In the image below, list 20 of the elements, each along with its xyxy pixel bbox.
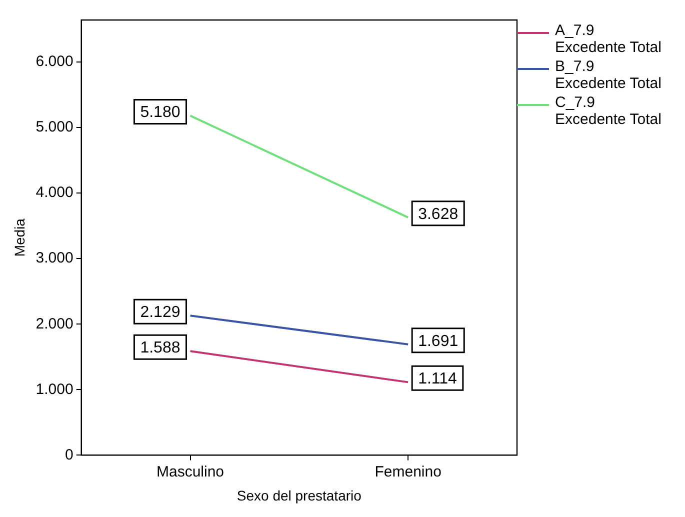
y-tick-label: 4.000 [36, 184, 74, 202]
legend-label: C_7.9 Excedente Total [555, 94, 662, 128]
data-label: 3.628 [418, 206, 458, 223]
y-tick-label: 0 [64, 446, 74, 464]
data-label: 2.129 [140, 304, 180, 322]
y-axis-title: Media [11, 218, 28, 257]
x-tick-label: Masculino [156, 463, 224, 480]
y-tick-label: 3.000 [36, 250, 74, 267]
data-label: 1.114 [418, 370, 458, 388]
x-axis-title: Sexo del prestatario [236, 487, 362, 504]
y-tick-label: 2.000 [36, 315, 74, 332]
data-label: 1.588 [140, 340, 180, 357]
data-label: 5.180 [140, 104, 180, 122]
legend-label: B_7.9 Excedente Total [555, 58, 662, 92]
data-label: 1.691 [418, 332, 458, 350]
y-tick-label: 5.000 [36, 118, 74, 136]
x-tick-label: Femenino [374, 463, 442, 480]
legend-label: A_7.9 Excedente Total [555, 22, 662, 56]
y-tick-label: 6.000 [36, 53, 74, 70]
y-tick-label: 1.000 [36, 380, 74, 398]
